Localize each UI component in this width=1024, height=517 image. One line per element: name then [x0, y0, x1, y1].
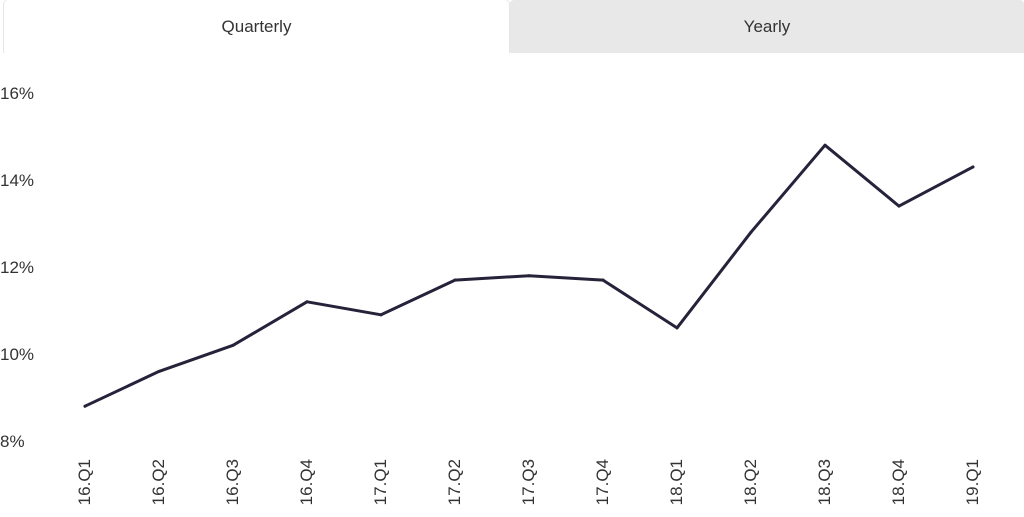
data-point — [823, 143, 827, 147]
line-chart: 8% 10% 12% 14% 16% 16.Q1 16.Q2 16.Q3 16.Q4 17.Q1 1… — [0, 54, 1024, 512]
x-tick-label: 16.Q2 — [149, 459, 168, 505]
data-point — [305, 300, 309, 304]
y-tick-label: 12% — [0, 258, 34, 277]
x-tick-label: 19.Q1 — [963, 459, 982, 505]
x-tick-label: 16.Q3 — [223, 459, 242, 505]
x-tick-label: 18.Q3 — [815, 459, 834, 505]
line-chart-svg: 8% 10% 12% 14% 16% 16.Q1 16.Q2 16.Q3 16.Q4 17.Q1 1… — [0, 84, 982, 505]
x-tick-label: 16.Q4 — [297, 459, 316, 505]
data-point — [971, 165, 975, 169]
data-point — [601, 278, 605, 282]
x-tick-label: 17.Q2 — [445, 459, 464, 505]
x-tick-label: 18.Q4 — [889, 459, 908, 505]
x-tick-label: 17.Q1 — [371, 459, 390, 505]
data-point — [749, 230, 753, 234]
tab-quarterly[interactable]: Quarterly — [4, 0, 509, 53]
y-tick-label: 10% — [0, 345, 34, 364]
x-tick-label: 18.Q2 — [741, 459, 760, 505]
y-tick-label: 8% — [0, 432, 25, 451]
x-tick-label: 17.Q4 — [593, 459, 612, 505]
data-point — [231, 343, 235, 347]
y-tick-label: 16% — [0, 84, 34, 103]
data-point — [157, 369, 161, 373]
tab-yearly[interactable]: Yearly — [510, 0, 1024, 53]
data-point — [83, 404, 87, 408]
data-point — [897, 204, 901, 208]
x-tick-label: 18.Q1 — [667, 459, 686, 505]
data-point — [675, 326, 679, 330]
data-point — [379, 313, 383, 317]
data-point — [527, 274, 531, 278]
period-tabs: Quarterly Yearly — [0, 0, 1024, 54]
data-point — [453, 278, 457, 282]
y-tick-label: 14% — [0, 171, 34, 190]
x-tick-label: 17.Q3 — [519, 459, 538, 505]
x-tick-label: 16.Q1 — [75, 459, 94, 505]
